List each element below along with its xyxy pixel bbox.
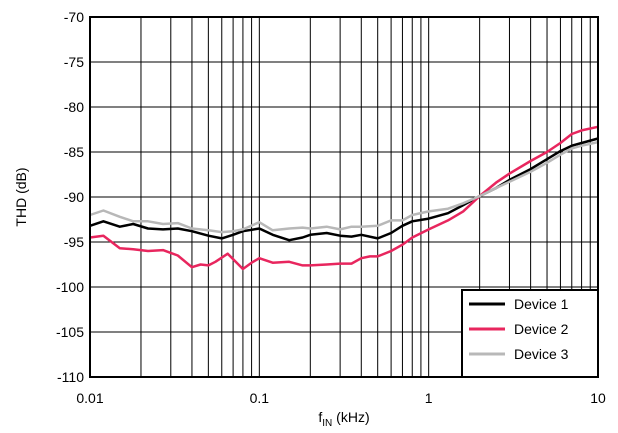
x-tick-label: 0.1 bbox=[250, 390, 270, 406]
legend: Device 1 Device 2 Device 3 bbox=[461, 289, 599, 378]
legend-label-device-3: Device 3 bbox=[514, 346, 569, 362]
series-line-device-2 bbox=[89, 125, 599, 271]
y-tick-label: -105 bbox=[56, 324, 84, 340]
series-lines bbox=[89, 125, 599, 271]
x-axis-title-rest: (kHz) bbox=[332, 409, 369, 425]
y-tick-label: -80 bbox=[64, 99, 84, 115]
legend-label-device-2: Device 2 bbox=[514, 321, 569, 337]
x-axis-title-main: f bbox=[318, 409, 322, 425]
y-axis-title: THD (dB) bbox=[13, 167, 29, 226]
x-tick-label: 1 bbox=[425, 390, 433, 406]
y-tick-label: -100 bbox=[56, 279, 84, 295]
y-tick-label: -110 bbox=[57, 369, 84, 385]
y-tick-label: -95 bbox=[64, 234, 84, 250]
x-tick-label: 10 bbox=[590, 390, 606, 406]
series-line-device-3 bbox=[89, 140, 599, 234]
legend-label-device-1: Device 1 bbox=[514, 296, 569, 312]
series-line-device-1 bbox=[89, 137, 599, 242]
y-tick-label: -90 bbox=[64, 189, 84, 205]
y-tick-label: -70 bbox=[64, 9, 84, 25]
x-axis-title: fIN (kHz) bbox=[318, 409, 369, 429]
y-tick-label: -85 bbox=[64, 144, 84, 160]
tick-labels: -70 -75 -80 -85 -90 -95 -100 -105 -110 0.01 0.1 1 10 bbox=[56, 9, 606, 406]
y-tick-label: -75 bbox=[64, 54, 84, 70]
x-axis-title-subscript: IN bbox=[322, 418, 332, 429]
legend-items: Device 1 Device 2 Device 3 bbox=[469, 296, 569, 362]
plot-frame bbox=[89, 16, 599, 378]
x-tick-label: 0.01 bbox=[76, 390, 103, 406]
